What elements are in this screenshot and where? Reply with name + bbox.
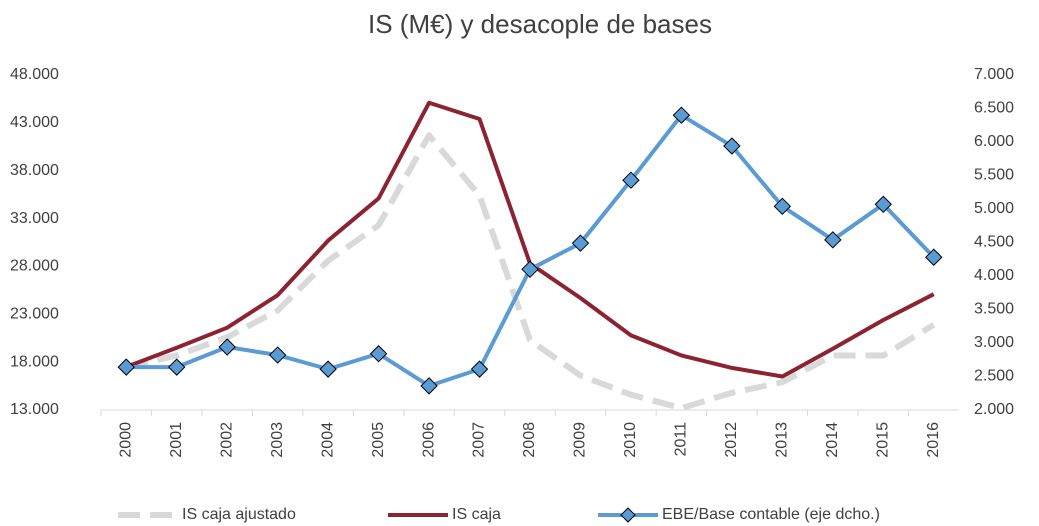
x-tick-label: 2006 bbox=[420, 422, 437, 458]
point-marker bbox=[571, 234, 590, 252]
series-line bbox=[126, 113, 936, 388]
point-marker bbox=[824, 231, 842, 249]
y2-tick-label: 2.500 bbox=[974, 368, 1014, 385]
y2-tick-label: 4.000 bbox=[974, 267, 1014, 284]
y-tick-label: 23.000 bbox=[10, 306, 59, 323]
legend-label: EBE/Base contable (eje dcho.) bbox=[662, 506, 880, 523]
point-marker bbox=[167, 358, 186, 376]
point-marker bbox=[773, 197, 792, 216]
x-tick-label: 2008 bbox=[521, 422, 538, 458]
y2-tick-label: 3.500 bbox=[974, 301, 1014, 318]
x-tick-label: 2000 bbox=[117, 422, 134, 458]
y2-tick-label: 6.000 bbox=[974, 133, 1014, 150]
point-marker bbox=[369, 345, 388, 363]
x-tick-label: 2009 bbox=[572, 422, 589, 458]
chart-title: IS (M€) y desacople de bases bbox=[368, 9, 712, 39]
y-tick-label: 48.000 bbox=[10, 66, 59, 83]
x-tick-label: 2011 bbox=[673, 422, 690, 457]
x-tick-label: 2010 bbox=[622, 422, 639, 458]
legend-label: IS caja ajustado bbox=[182, 506, 296, 523]
point-marker bbox=[420, 377, 438, 395]
x-tick-label: 2013 bbox=[774, 422, 791, 458]
y-tick-label: 33.000 bbox=[10, 210, 59, 227]
x-tick-label: 2005 bbox=[370, 422, 387, 458]
point-marker bbox=[622, 171, 640, 189]
x-tick-label: 2004 bbox=[319, 422, 336, 458]
y2-tick-label: 6.500 bbox=[974, 100, 1014, 117]
point-marker bbox=[925, 248, 943, 266]
point-marker bbox=[470, 360, 489, 378]
y-tick-label: 13.000 bbox=[10, 401, 59, 418]
y2-tick-label: 2.000 bbox=[974, 401, 1014, 418]
point-marker bbox=[672, 106, 691, 124]
y2-tick-label: 5.500 bbox=[974, 167, 1014, 184]
point-marker bbox=[218, 338, 236, 356]
point-marker bbox=[117, 358, 135, 376]
x-tick-label: 2015 bbox=[875, 422, 892, 458]
series-line bbox=[125, 132, 936, 412]
point-marker bbox=[723, 137, 741, 155]
point-marker bbox=[319, 360, 337, 378]
y2-tick-label: 4.500 bbox=[974, 234, 1014, 251]
y2-tick-label: 7.000 bbox=[974, 66, 1014, 83]
x-tick-label: 2016 bbox=[925, 422, 942, 458]
legend-label: IS caja bbox=[452, 506, 501, 523]
legend-marker bbox=[620, 507, 636, 523]
x-tick-label: 2007 bbox=[471, 422, 488, 458]
y-tick-label: 28.000 bbox=[10, 258, 59, 275]
x-tick-label: 2002 bbox=[218, 422, 235, 458]
point-marker bbox=[268, 346, 287, 364]
y-tick-label: 18.000 bbox=[10, 353, 59, 370]
x-tick-label: 2012 bbox=[723, 422, 740, 458]
point-marker bbox=[521, 260, 539, 279]
y2-tick-label: 5.000 bbox=[974, 200, 1014, 217]
y-tick-label: 43.000 bbox=[10, 114, 59, 131]
x-tick-label: 2014 bbox=[824, 422, 841, 458]
y2-tick-label: 3.000 bbox=[974, 334, 1014, 351]
point-marker bbox=[874, 195, 893, 214]
y-tick-label: 38.000 bbox=[10, 162, 59, 179]
x-tick-label: 2003 bbox=[269, 422, 286, 458]
x-tick-label: 2001 bbox=[168, 422, 185, 458]
